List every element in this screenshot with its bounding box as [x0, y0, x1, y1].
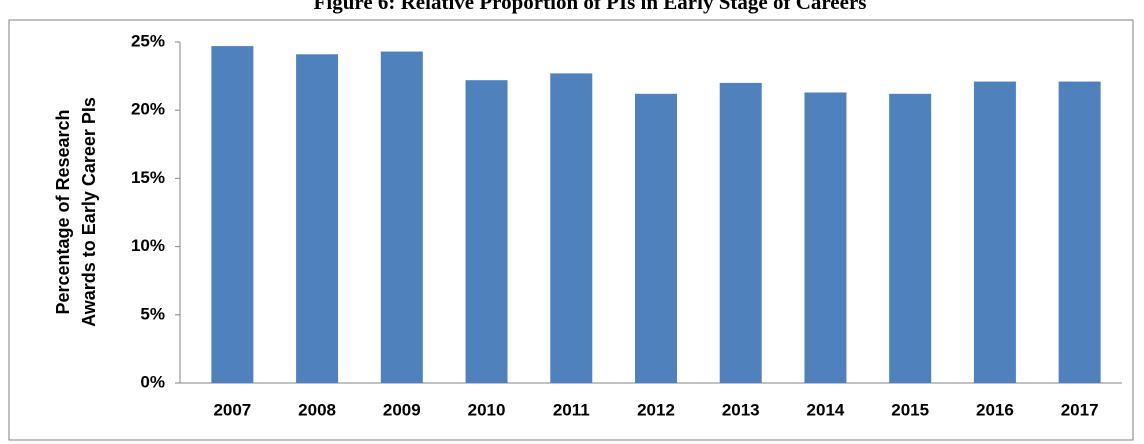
bar — [719, 82, 762, 384]
x-tick-label: 2016 — [976, 400, 1014, 419]
x-tick-label: 2008 — [298, 400, 336, 419]
y-axis-label: Percentage of Research Awards to Early C… — [53, 97, 99, 327]
x-tick-label: 2013 — [722, 400, 760, 419]
y-tick-label: 15% — [131, 168, 165, 187]
y-axis-label-line: Percentage of Research — [53, 109, 73, 314]
y-tick-label: 0% — [140, 372, 165, 391]
x-tick-label: 2009 — [383, 400, 421, 419]
x-tick-label: 2011 — [553, 400, 590, 419]
bar — [380, 51, 423, 383]
y-tick-label: 25% — [131, 31, 165, 50]
y-tick-label: 10% — [131, 236, 165, 255]
bar — [465, 80, 508, 383]
x-tick-label: 2012 — [637, 400, 675, 419]
x-tick-label: 2007 — [213, 400, 251, 419]
chart-title: Figure 6: Relative Proportion of PIs in … — [314, 0, 867, 14]
bar — [889, 93, 932, 383]
y-tick-label: 5% — [140, 304, 165, 323]
frame — [8, 19, 1134, 441]
bar — [635, 93, 677, 383]
bar — [296, 54, 339, 383]
y-axis-label-line: Awards to Early Career PIs — [79, 97, 99, 327]
bar — [550, 73, 593, 383]
x-tick-label: 2015 — [891, 400, 929, 419]
bar — [804, 92, 847, 383]
x-tick-label: 2017 — [1061, 400, 1099, 419]
y-tick-label: 20% — [131, 100, 165, 119]
bar — [211, 46, 254, 383]
x-tick-label: 2014 — [807, 400, 845, 419]
bar — [973, 81, 1016, 383]
x-tick-label: 2010 — [468, 400, 506, 419]
bar — [1058, 81, 1101, 383]
